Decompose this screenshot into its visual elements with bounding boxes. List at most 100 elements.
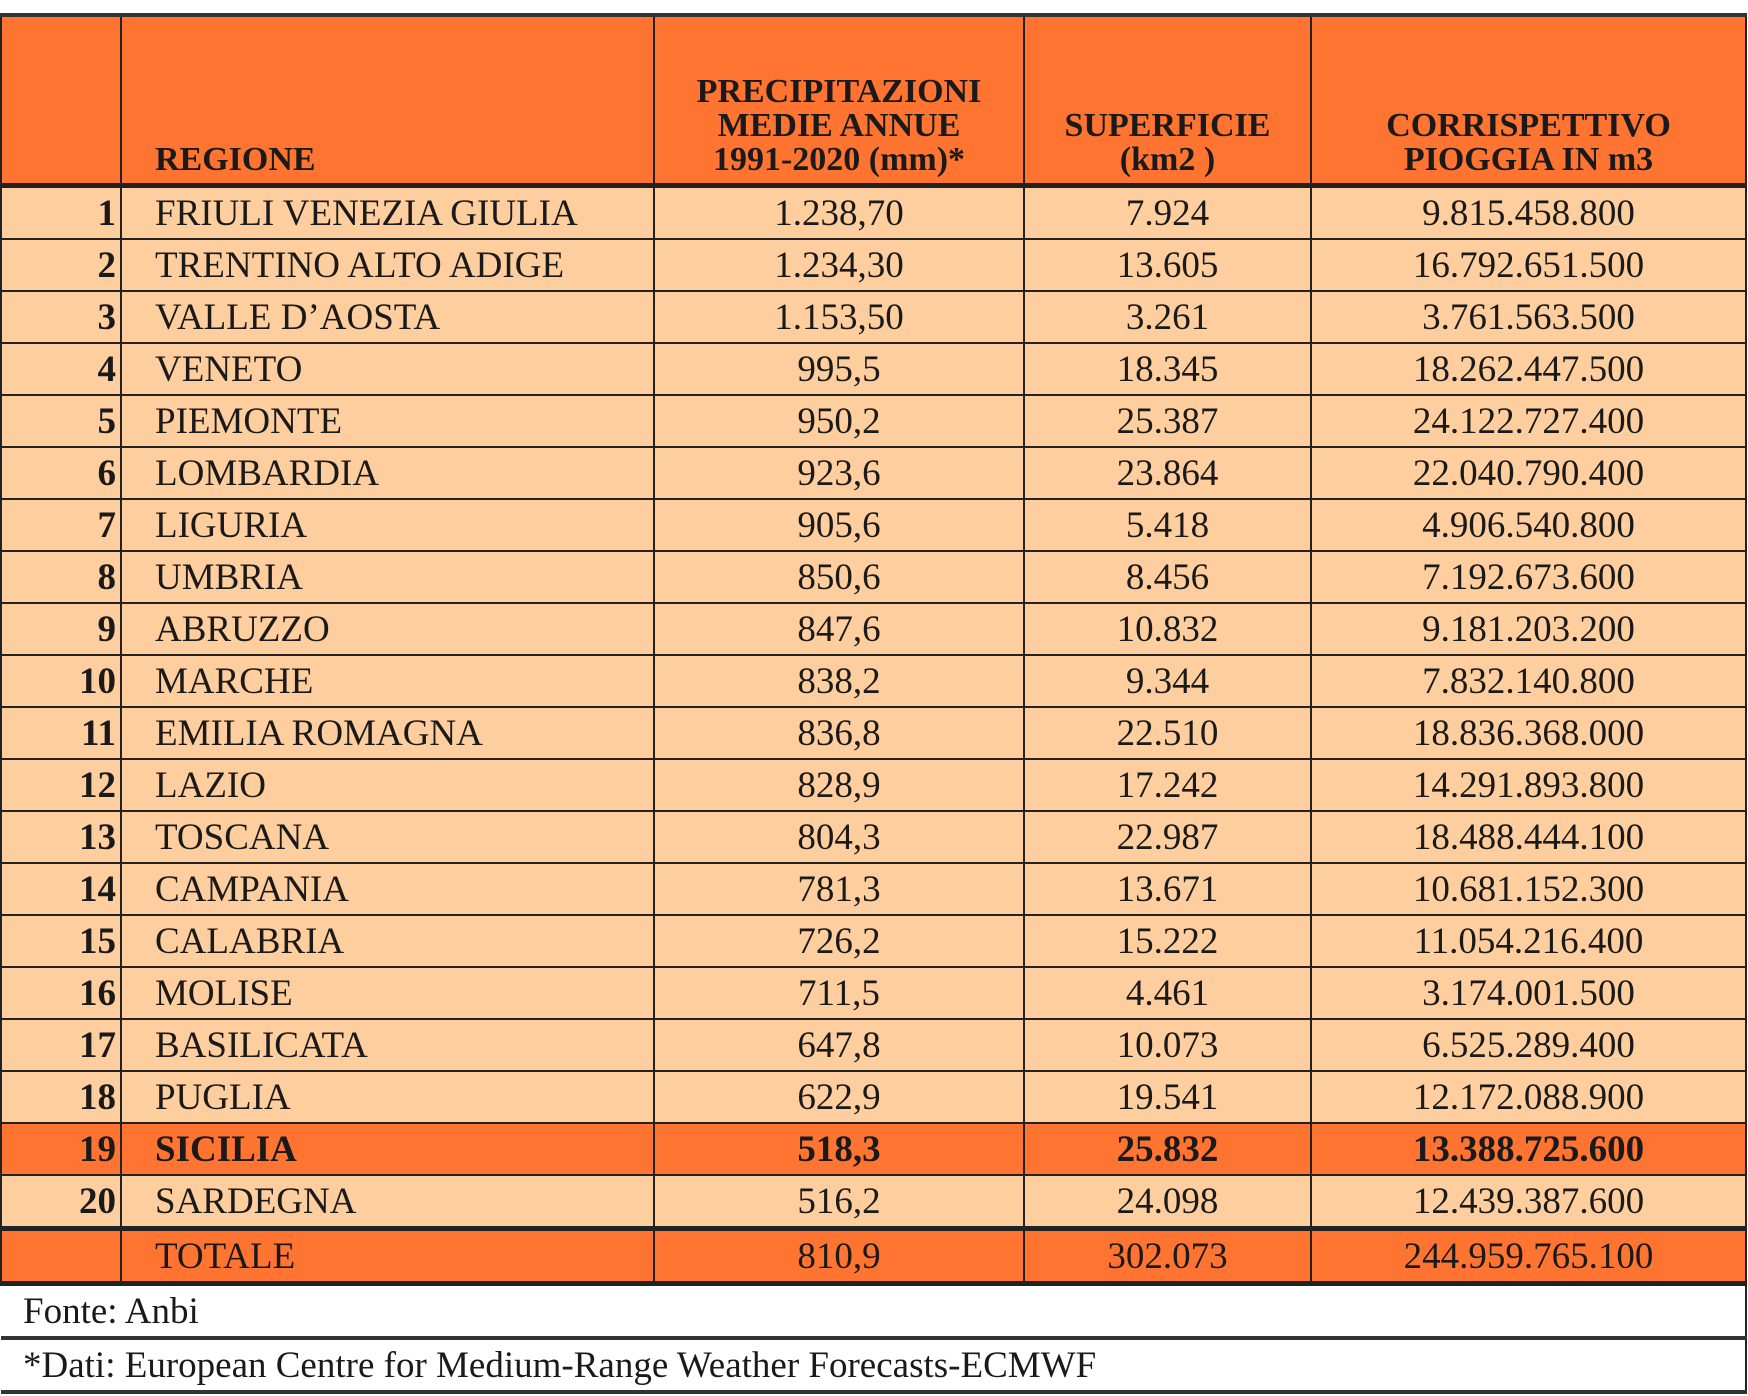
- region-cell: CALABRIA: [120, 914, 655, 968]
- rain-volume-cell: 10.681.152.300: [1310, 862, 1747, 916]
- header-index: [0, 13, 122, 188]
- area-cell: 3.261: [1023, 290, 1312, 344]
- rank-cell: 17: [0, 1018, 122, 1072]
- rank-cell: 8: [0, 550, 122, 604]
- area-cell: 24.098: [1023, 1174, 1312, 1230]
- table-row: 13 TOSCANA 804,3 22.987 18.488.444.100: [0, 810, 1747, 864]
- region-cell: MOLISE: [120, 966, 655, 1020]
- precipitation-cell: 518,3: [653, 1122, 1025, 1176]
- precipitation-cell: 836,8: [653, 706, 1025, 760]
- footnote: *Dati: European Centre for Medium-Range …: [1, 1337, 1747, 1394]
- rain-volume-cell: 7.192.673.600: [1310, 550, 1747, 604]
- footnote: Fonte: Anbi: [1, 1282, 1747, 1340]
- total-precipitation-cell: 810,9: [653, 1226, 1025, 1286]
- header-area-line: (km2 ): [1119, 141, 1216, 178]
- rain-volume-cell: 6.525.289.400: [1310, 1018, 1747, 1072]
- table-row: 16 MOLISE 711,5 4.461 3.174.001.500: [0, 966, 1747, 1020]
- region-cell: PUGLIA: [120, 1070, 655, 1124]
- area-cell: 8.456: [1023, 550, 1312, 604]
- rain-volume-cell: 9.815.458.800: [1310, 184, 1747, 240]
- area-cell: 15.222: [1023, 914, 1312, 968]
- total-label-cell: TOTALE: [120, 1226, 655, 1286]
- header-precip-line: 1991-2020 (mm)*: [712, 141, 966, 178]
- header-precip-line: MEDIE ANNUE: [717, 107, 961, 144]
- rain-volume-cell: 3.761.563.500: [1310, 290, 1747, 344]
- precipitation-cell: 847,6: [653, 602, 1025, 656]
- rank-cell: 5: [0, 394, 122, 448]
- region-cell: TOSCANA: [120, 810, 655, 864]
- rank-cell: 20: [0, 1174, 122, 1230]
- rain-volume-cell: 9.181.203.200: [1310, 602, 1747, 656]
- region-cell: MARCHE: [120, 654, 655, 708]
- rain-volume-cell: 18.488.444.100: [1310, 810, 1747, 864]
- rank-cell: 16: [0, 966, 122, 1020]
- precipitation-cell: 1.234,30: [653, 238, 1025, 292]
- table-row: 5 PIEMONTE 950,2 25.387 24.122.727.400: [0, 394, 1747, 448]
- precipitation-cell: 622,9: [653, 1070, 1025, 1124]
- rain-volume-cell: 13.388.725.600: [1310, 1122, 1747, 1176]
- precipitation-cell: 995,5: [653, 342, 1025, 396]
- header-precipitation: PRECIPITAZIONI MEDIE ANNUE 1991-2020 (mm…: [653, 13, 1025, 188]
- rank-cell: 12: [0, 758, 122, 812]
- rank-cell: 4: [0, 342, 122, 396]
- rank-cell: 14: [0, 862, 122, 916]
- rain-volume-cell: 11.054.216.400: [1310, 914, 1747, 968]
- table-row: 11 EMILIA ROMAGNA 836,8 22.510 18.836.368.00…: [0, 706, 1747, 760]
- region-cell: TRENTINO ALTO ADIGE: [120, 238, 655, 292]
- rank-cell: 10: [0, 654, 122, 708]
- table-row: 2 TRENTINO ALTO ADIGE 1.234,30 13.605 16.792…: [0, 238, 1747, 292]
- header-rain-line: PIOGGIA IN m3: [1403, 141, 1654, 178]
- footnote-row: *Dati: European Centre for Medium-Range …: [1, 1337, 1747, 1394]
- region-cell: SARDEGNA: [120, 1174, 655, 1230]
- rain-volume-cell: 3.174.001.500: [1310, 966, 1747, 1020]
- precipitation-cell: 647,8: [653, 1018, 1025, 1072]
- table-row: 15 CALABRIA 726,2 15.222 11.054.216.400: [0, 914, 1747, 968]
- precipitation-cell: 726,2: [653, 914, 1025, 968]
- precipitation-cell: 905,6: [653, 498, 1025, 552]
- precipitation-cell: 781,3: [653, 862, 1025, 916]
- rank-cell: 6: [0, 446, 122, 500]
- area-cell: 10.073: [1023, 1018, 1312, 1072]
- area-cell: 18.345: [1023, 342, 1312, 396]
- total-index-cell: [0, 1226, 122, 1286]
- header-region: REGIONE: [120, 13, 655, 188]
- header-precip-line: PRECIPITAZIONI: [696, 73, 982, 110]
- table-row: 12 LAZIO 828,9 17.242 14.291.893.800: [0, 758, 1747, 812]
- region-cell: EMILIA ROMAGNA: [120, 706, 655, 760]
- rank-cell: 9: [0, 602, 122, 656]
- total-area-cell: 302.073: [1023, 1226, 1312, 1286]
- rain-volume-cell: 16.792.651.500: [1310, 238, 1747, 292]
- region-cell: VENETO: [120, 342, 655, 396]
- header-rain-volume: CORRISPETTIVO PIOGGIA IN m3: [1310, 13, 1747, 188]
- precipitation-cell: 828,9: [653, 758, 1025, 812]
- region-cell: LIGURIA: [120, 498, 655, 552]
- table-row: 17 BASILICATA 647,8 10.073 6.525.289.400: [0, 1018, 1747, 1072]
- area-cell: 17.242: [1023, 758, 1312, 812]
- rain-volume-cell: 14.291.893.800: [1310, 758, 1747, 812]
- area-cell: 4.461: [1023, 966, 1312, 1020]
- table-row: 14 CAMPANIA 781,3 13.671 10.681.152.300: [0, 862, 1747, 916]
- header-row: REGIONE PRECIPITAZIONI MEDIE ANNUE 1991-…: [0, 13, 1747, 188]
- area-cell: 13.605: [1023, 238, 1312, 292]
- rain-volume-cell: 12.172.088.900: [1310, 1070, 1747, 1124]
- rank-cell: 2: [0, 238, 122, 292]
- rank-cell: 19: [0, 1122, 122, 1176]
- header-area: SUPERFICIE (km2 ): [1023, 13, 1312, 188]
- precipitation-cell: 804,3: [653, 810, 1025, 864]
- region-cell: BASILICATA: [120, 1018, 655, 1072]
- table-row: 10 MARCHE 838,2 9.344 7.832.140.800: [0, 654, 1747, 708]
- rain-volume-cell: 22.040.790.400: [1310, 446, 1747, 500]
- region-cell: CAMPANIA: [120, 862, 655, 916]
- table-row: 3 VALLE D’AOSTA 1.153,50 3.261 3.761.563.500: [0, 290, 1747, 344]
- area-cell: 13.671: [1023, 862, 1312, 916]
- table-row: 7 LIGURIA 905,6 5.418 4.906.540.800: [0, 498, 1747, 552]
- region-cell: FRIULI VENEZIA GIULIA: [120, 184, 655, 240]
- region-cell: VALLE D’AOSTA: [120, 290, 655, 344]
- table-row: 9 ABRUZZO 847,6 10.832 9.181.203.200: [0, 602, 1747, 656]
- rank-cell: 13: [0, 810, 122, 864]
- region-cell: LAZIO: [120, 758, 655, 812]
- rain-volume-cell: 7.832.140.800: [1310, 654, 1747, 708]
- rain-volume-cell: 18.262.447.500: [1310, 342, 1747, 396]
- area-cell: 25.832: [1023, 1122, 1312, 1176]
- precipitation-cell: 950,2: [653, 394, 1025, 448]
